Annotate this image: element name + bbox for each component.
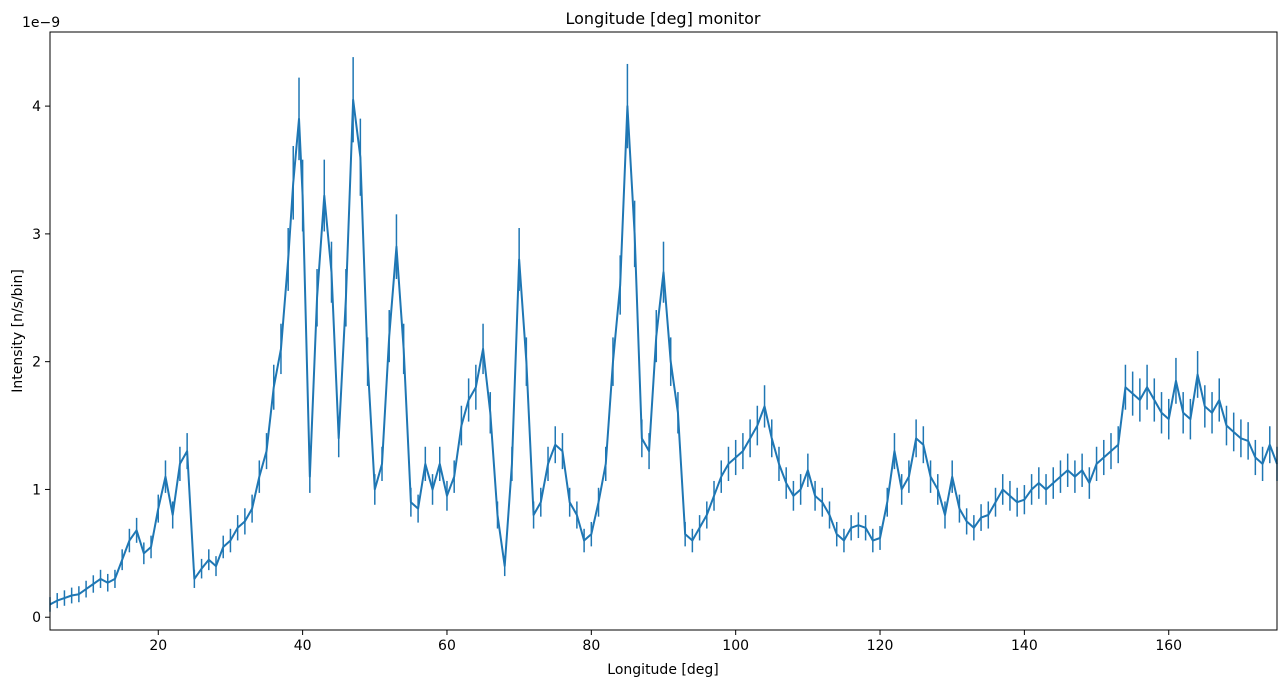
x-tick-label: 80 (582, 638, 600, 654)
y-tick-label: 3 (32, 227, 41, 243)
series-line (49, 98, 1278, 606)
chart-title: Longitude [deg] monitor (566, 9, 761, 28)
x-tick-label: 60 (438, 638, 456, 654)
x-tick-label: 40 (294, 638, 312, 654)
y-tick-label: 1 (32, 482, 41, 498)
x-tick-label: 120 (867, 638, 894, 654)
y-tick-label: 2 (32, 355, 41, 371)
y-axis-offset-label: 1e−9 (22, 15, 60, 31)
plot-frame (49, 31, 1278, 631)
y-tick-label: 0 (32, 610, 41, 626)
x-tick-label: 100 (722, 638, 749, 654)
x-tick-label: 20 (149, 638, 167, 654)
y-tick-label: 4 (32, 99, 41, 115)
x-axis-ticks: 20 40 60 80 100 120 140 160 (149, 630, 1182, 654)
x-tick-label: 140 (1011, 638, 1038, 654)
x-axis-label: Longitude [deg] (607, 662, 718, 678)
y-axis-ticks: 0 1 2 3 4 (32, 99, 50, 626)
y-axis-label: Intensity [n/s/bin] (10, 269, 26, 393)
x-tick-label: 160 (1155, 638, 1182, 654)
